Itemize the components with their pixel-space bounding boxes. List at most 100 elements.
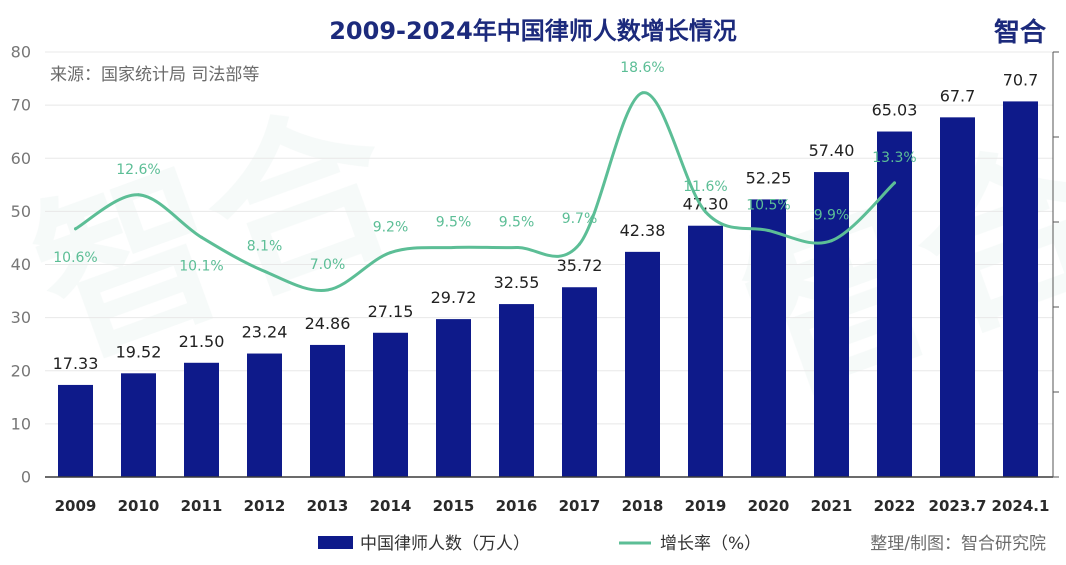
growth-point-2016 xyxy=(515,246,518,249)
y-tick-label: 40 xyxy=(11,255,31,274)
bar-value-label-2021: 57.40 xyxy=(809,141,855,160)
bar-2022 xyxy=(877,131,912,477)
x-tick-label: 2011 xyxy=(181,497,223,515)
x-tick-label: 2015 xyxy=(433,497,475,515)
brand-logo: 智合 xyxy=(994,17,1047,48)
bar-value-label-2020: 52.25 xyxy=(746,168,792,187)
x-tick-label: 2012 xyxy=(244,497,286,515)
y-tick-label: 10 xyxy=(11,414,31,433)
growth-label-2021: 9.9% xyxy=(814,208,850,224)
legend-bar-label: 中国律师人数（万人） xyxy=(360,534,530,554)
growth-point-2011 xyxy=(200,235,203,239)
bar-2020 xyxy=(751,199,786,477)
growth-point-2010 xyxy=(137,193,140,197)
x-tick-label: 2023.7 xyxy=(929,497,987,515)
y-tick-label: 50 xyxy=(11,202,31,221)
growth-point-2022 xyxy=(893,181,896,185)
bar-2014 xyxy=(373,332,408,477)
bar-value-label-2013: 24.86 xyxy=(305,314,351,333)
bar-2024.1 xyxy=(1003,101,1038,477)
x-tick-label: 2010 xyxy=(118,497,160,515)
growth-point-2020 xyxy=(767,229,770,232)
bar-value-labels: 17.33 19.52 21.50 23.24 24.86 27.15 29.72 32.55… xyxy=(53,70,1039,373)
bar-value-label-2011: 21.50 xyxy=(179,332,225,351)
growth-label-2011: 10.1% xyxy=(179,258,223,274)
y-tick-label: 60 xyxy=(11,149,31,168)
bar-value-label-2014: 27.15 xyxy=(368,302,414,321)
bar-value-label-2023.7: 67.7 xyxy=(940,86,976,105)
bar-2018 xyxy=(625,251,660,477)
growth-rate-points xyxy=(74,91,896,292)
legend-bar-swatch xyxy=(318,536,353,549)
source-note: 来源：国家统计局 司法部等 xyxy=(50,65,259,85)
bar-2015 xyxy=(436,319,471,477)
bar-value-label-2018: 42.38 xyxy=(620,221,666,240)
bar-2023.7 xyxy=(940,117,975,477)
growth-label-2015: 9.5% xyxy=(436,215,472,231)
growth-label-2009: 10.6% xyxy=(53,250,97,266)
bar-value-label-2010: 19.52 xyxy=(116,342,162,361)
growth-label-2019: 11.6% xyxy=(683,179,727,195)
bar-value-label-2016: 32.55 xyxy=(494,273,540,292)
growth-label-2017: 9.7% xyxy=(562,211,598,227)
growth-point-2013 xyxy=(326,288,329,292)
y-tick-label: 20 xyxy=(11,361,31,380)
bar-value-label-2009: 17.33 xyxy=(53,354,99,373)
bar-value-label-2019: 47.30 xyxy=(683,195,729,214)
growth-point-2015 xyxy=(452,246,455,249)
bar-value-label-2022: 65.03 xyxy=(872,101,918,120)
y-tick-label: 0 xyxy=(21,468,31,487)
x-tick-label: 2013 xyxy=(307,497,349,515)
bar-value-label-2012: 23.24 xyxy=(242,323,288,342)
x-tick-label: 2014 xyxy=(370,497,412,515)
growth-label-2020: 10.5% xyxy=(746,198,790,214)
x-tick-label: 2016 xyxy=(496,497,538,515)
x-tick-label: 2021 xyxy=(811,497,853,515)
y-axis-left-labels: 0 10 20 30 40 50 60 70 80 xyxy=(11,43,31,487)
bar-2016 xyxy=(499,304,534,477)
growth-rate-labels: 10.6% 12.6% 10.1% 8.1% 7.0% 9.2% 9.5% 9.5% 9.7% 1… xyxy=(53,60,916,274)
bar-2012 xyxy=(247,353,282,477)
y-tick-label: 30 xyxy=(11,308,31,327)
bar-2017 xyxy=(562,287,597,477)
x-tick-label: 2009 xyxy=(55,497,97,515)
growth-label-2012: 8.1% xyxy=(247,238,283,254)
bar-2010 xyxy=(121,373,156,477)
x-tick-label: 2018 xyxy=(622,497,664,515)
growth-label-2014: 9.2% xyxy=(373,220,409,236)
growth-label-2018: 18.6% xyxy=(620,60,664,76)
growth-point-2017 xyxy=(578,242,581,246)
bar-2019 xyxy=(688,225,723,477)
growth-point-2019 xyxy=(704,210,707,214)
chart-title: 2009-2024年中国律师人数增长情况 xyxy=(329,17,737,45)
growth-point-2009 xyxy=(74,227,77,231)
bar-2009 xyxy=(58,384,93,477)
growth-label-2022: 13.3% xyxy=(872,150,916,166)
bar-2021 xyxy=(814,172,849,477)
x-tick-label: 2022 xyxy=(874,497,916,515)
growth-point-2021 xyxy=(830,239,833,243)
x-axis-labels: 2009 2010 2011 2012 2013 2014 2015 2016 2017 2018… xyxy=(55,497,1050,515)
bar-value-label-2024.1: 70.7 xyxy=(1003,70,1039,89)
bar-value-label-2015: 29.72 xyxy=(431,288,477,307)
y-tick-label: 70 xyxy=(11,96,31,115)
growth-label-2010: 12.6% xyxy=(116,162,160,178)
growth-point-2012 xyxy=(263,269,266,273)
x-tick-label: 2017 xyxy=(559,497,601,515)
growth-label-2016: 9.5% xyxy=(499,215,535,231)
bar-2011 xyxy=(184,362,219,477)
bar-value-label-2017: 35.72 xyxy=(557,256,603,275)
legend: 中国律师人数（万人） 增长率（%） xyxy=(318,534,761,554)
x-tick-label: 2024.1 xyxy=(992,497,1050,515)
y-axis-right-ticks xyxy=(1053,51,1059,478)
growth-point-2014 xyxy=(389,251,392,255)
credit-note: 整理/制图：智合研究院 xyxy=(870,534,1046,554)
y-tick-label: 80 xyxy=(11,43,31,62)
legend-line-label: 增长率（%） xyxy=(660,534,761,554)
bar-series-lawyer-count xyxy=(58,101,1038,477)
x-tick-label: 2019 xyxy=(685,497,727,515)
x-tick-label: 2020 xyxy=(748,497,790,515)
growth-point-2018 xyxy=(641,91,644,95)
bar-2013 xyxy=(310,344,345,477)
